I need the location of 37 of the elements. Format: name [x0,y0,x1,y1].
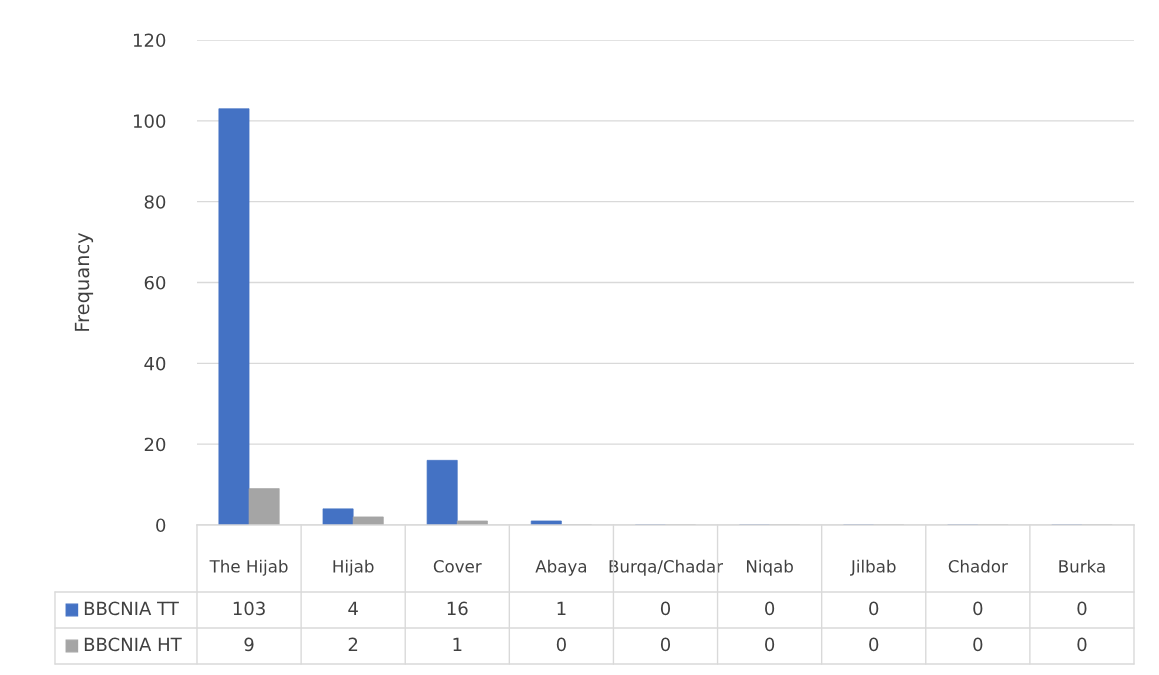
y-tick-label: 100 [133,114,166,128]
data-label: 9 [244,637,254,652]
data-label: 1 [557,601,566,615]
data-label: 0 [1077,637,1087,652]
y-tick-label: 40 [144,356,166,371]
x-tick-label: Niqab [747,559,793,576]
data-label: 0 [660,601,671,616]
x-tick-label: Cover [433,560,482,573]
x-tick-label: Jilbab [850,559,896,576]
x-tick-label: Hijab [333,559,374,576]
data-label: 0 [973,601,983,616]
x-tick-label: Burka [1059,559,1105,573]
data-label: 0 [765,601,775,616]
data-label: 0 [869,601,879,616]
data-label: 0 [660,637,671,652]
x-tick-label: Chador [948,559,1008,573]
y-tick-label: 80 [144,195,166,209]
data-label: 0 [765,637,775,652]
legend-label: BBCNIA TT [84,601,179,616]
data-label: 2 [348,637,358,651]
y-axis-title: Frequancy [74,232,94,331]
data-label: 0 [556,637,566,652]
y-tick-label: 120 [133,33,166,48]
data-label: 16 [447,601,468,616]
y-tick-label: 0 [156,518,166,533]
data-label: 0 [973,637,983,652]
y-tick-label: 60 [144,275,166,290]
data-label: 4 [348,601,358,615]
x-tick-label: Burqa/Chadar [609,559,724,576]
x-tick-label: The Hijab [209,559,288,576]
data-label: 0 [869,637,879,652]
x-tick-label: Abaya [535,559,587,576]
data-label: 0 [1077,601,1087,616]
y-tick-label: 20 [144,437,166,452]
data-label: 1 [453,637,462,651]
legend-label: BBCNIA HT [84,637,182,652]
data-label: 103 [233,601,265,616]
